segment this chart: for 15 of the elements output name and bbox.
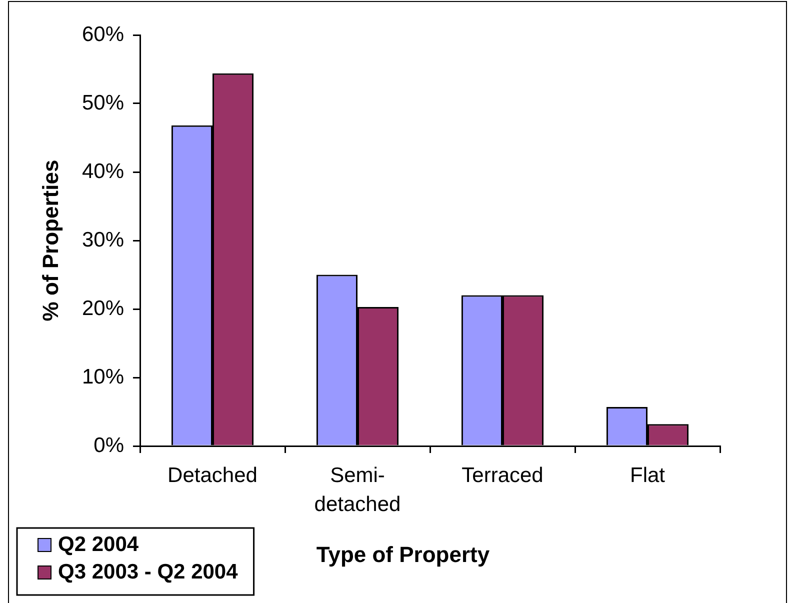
legend-label: Q2 2004 [58, 532, 139, 556]
x-tick-label: Flat [630, 464, 666, 487]
y-tick-label: 0% [94, 434, 124, 457]
y-axis-title: % of Properties [38, 160, 64, 322]
x-tick-label: Detached [168, 464, 258, 487]
y-tick-label: 10% [82, 365, 124, 388]
x-tick-label: Terraced [462, 464, 544, 487]
x-axis-title: Type of Property [316, 542, 490, 568]
y-tick-label: 30% [82, 228, 124, 252]
legend-label: Q3 2003 - Q2 2004 [58, 560, 238, 584]
y-tick-label: 20% [82, 296, 124, 320]
y-tick-label: 50% [82, 91, 124, 114]
y-tick-label: 60% [82, 22, 124, 46]
y-tick-label: 40% [82, 160, 124, 183]
x-tick-label: Semi-detached [314, 464, 401, 516]
